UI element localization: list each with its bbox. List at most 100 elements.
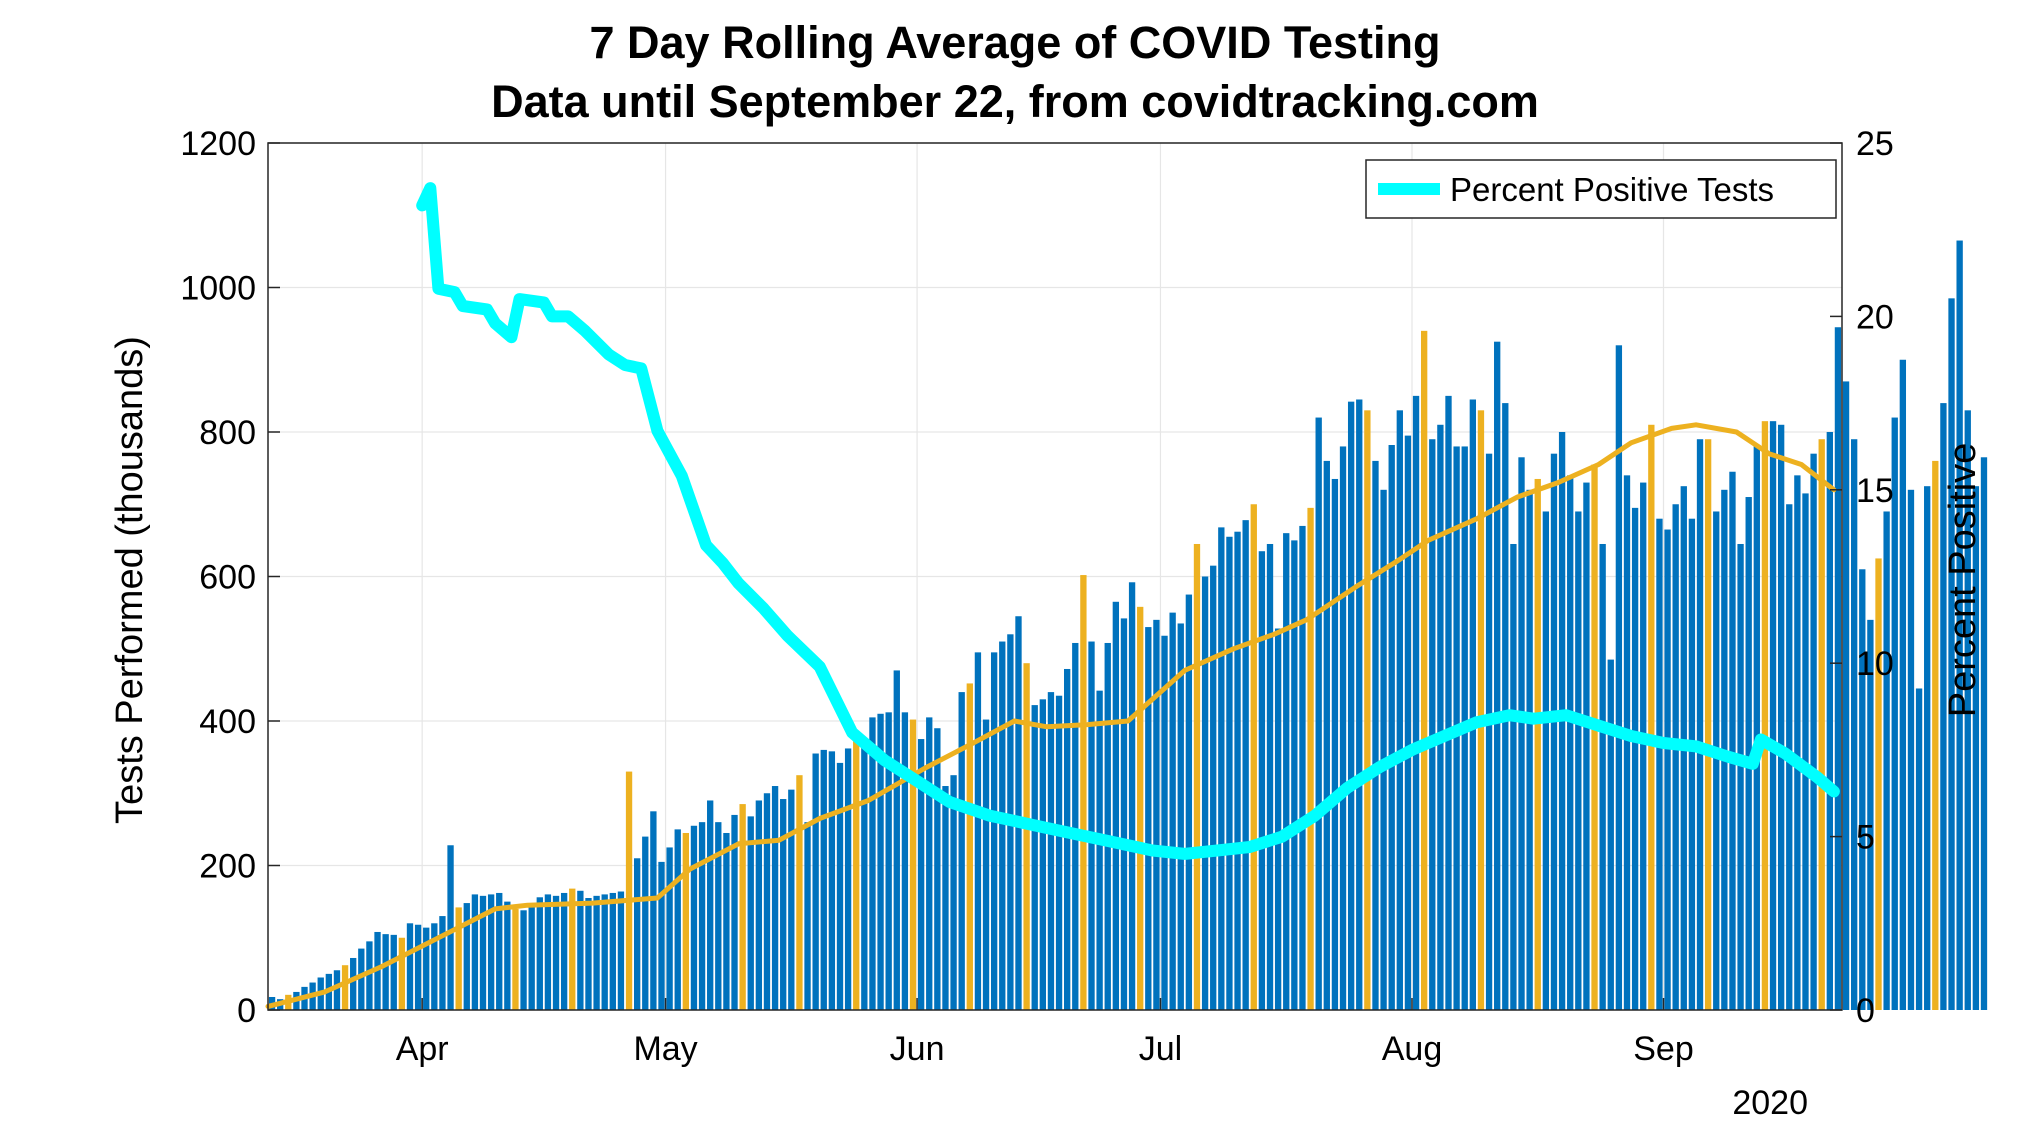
- bar: [1031, 705, 1038, 1010]
- bar: [844, 748, 852, 1010]
- bar: [1380, 489, 1387, 1010]
- bar: [1356, 399, 1363, 1010]
- bar: [406, 923, 414, 1010]
- bar: [1128, 582, 1136, 1010]
- x-tick-label: May: [633, 1030, 697, 1068]
- bar: [1437, 424, 1444, 1010]
- bar: [1518, 457, 1525, 1011]
- y-tick-label-left: 400: [199, 703, 256, 741]
- bar: [528, 903, 535, 1010]
- bar: [690, 825, 698, 1010]
- bar: [1851, 439, 1858, 1011]
- bar: [893, 670, 900, 1010]
- bar: [1072, 642, 1079, 1010]
- bar: [520, 910, 527, 1010]
- legend-box: [1365, 159, 1837, 219]
- bar: [625, 771, 633, 1010]
- bar: [455, 907, 462, 1010]
- bar: [934, 728, 941, 1010]
- bar: [926, 717, 933, 1010]
- x-tick-label: Sep: [1633, 1030, 1694, 1068]
- bar: [1891, 417, 1898, 1010]
- bar: [1242, 520, 1249, 1010]
- bar: [463, 903, 470, 1010]
- bar: [1810, 453, 1817, 1010]
- bar: [1161, 635, 1168, 1010]
- bar: [1250, 504, 1257, 1010]
- bar: [350, 957, 357, 1010]
- bar: [1429, 439, 1436, 1011]
- bar: [1396, 410, 1403, 1010]
- bar: [1899, 359, 1907, 1010]
- bar: [780, 799, 787, 1010]
- bar: [382, 934, 389, 1010]
- bar: [1145, 627, 1152, 1010]
- bar: [877, 713, 884, 1010]
- bar: [982, 719, 990, 1010]
- bar: [1607, 659, 1614, 1010]
- bar: [1080, 575, 1087, 1010]
- bar: [1924, 486, 1931, 1010]
- bar: [1656, 518, 1663, 1010]
- bar: [1096, 690, 1103, 1010]
- bar: [1258, 551, 1266, 1010]
- bar: [1915, 688, 1923, 1010]
- y-tick-label-left: 0: [237, 992, 256, 1030]
- bar: [1745, 497, 1752, 1010]
- bar: [666, 847, 673, 1010]
- y-axis-label-right: Percent Positive: [1942, 443, 1984, 718]
- bar: [496, 892, 503, 1010]
- bar: [1777, 424, 1785, 1010]
- bar: [958, 692, 965, 1010]
- bar: [1859, 569, 1866, 1010]
- bar: [1802, 493, 1809, 1011]
- percent-positive-line: [416, 182, 1840, 860]
- bar: [333, 970, 341, 1010]
- rolling-average-line: [265, 422, 1837, 1009]
- bar: [1867, 619, 1874, 1010]
- bar: [739, 804, 746, 1010]
- bar: [1769, 421, 1777, 1011]
- bar: [1388, 445, 1395, 1010]
- bar: [1210, 565, 1217, 1010]
- bar: [1761, 421, 1769, 1011]
- bar: [812, 753, 819, 1010]
- grid: [268, 142, 1842, 1011]
- bar: [942, 786, 949, 1010]
- bar: [1956, 240, 1963, 1011]
- legend-label-percent-positive: Percent Positive Tests: [1450, 171, 1774, 208]
- x-tick-label: Jun: [890, 1030, 945, 1068]
- bar: [1615, 345, 1623, 1010]
- bar: [585, 898, 592, 1010]
- bar: [560, 892, 568, 1010]
- bar: [1372, 460, 1379, 1010]
- bar: [1842, 381, 1850, 1010]
- bar: [1526, 489, 1533, 1010]
- bar: [861, 742, 868, 1010]
- bar: [1688, 518, 1696, 1010]
- bar: [1112, 601, 1120, 1010]
- bar: [1064, 668, 1071, 1010]
- bar: [358, 948, 365, 1010]
- x-tick-label: Jul: [1139, 1030, 1182, 1068]
- bar: [1753, 446, 1760, 1010]
- bar: [1315, 417, 1322, 1010]
- bar: [1640, 482, 1647, 1010]
- bar: [1664, 529, 1671, 1010]
- bar: [642, 836, 649, 1010]
- bar: [617, 891, 625, 1010]
- bar: [447, 845, 454, 1010]
- bar: [747, 816, 754, 1010]
- bar: [1226, 536, 1233, 1010]
- y-tick-label-right: 10: [1856, 645, 1894, 683]
- bar: [431, 923, 438, 1010]
- bar: [1420, 330, 1428, 1011]
- bar: [552, 895, 560, 1010]
- bar: [715, 822, 722, 1010]
- y-tick-label-right: 5: [1856, 819, 1875, 857]
- bar: [512, 908, 519, 1010]
- bar: [836, 762, 844, 1010]
- bar: [471, 894, 479, 1010]
- bar: [1088, 641, 1095, 1010]
